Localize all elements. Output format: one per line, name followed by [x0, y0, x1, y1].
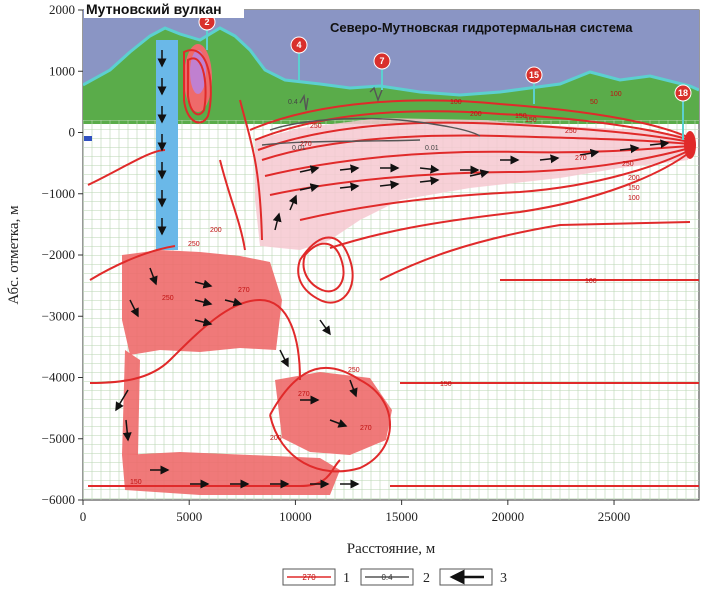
- isotherm-label: 150: [440, 381, 452, 388]
- y-tick-label: 0: [69, 125, 76, 140]
- isotherm-label: 270: [238, 287, 250, 294]
- y-tick-label: −6000: [42, 492, 75, 507]
- isotherm-label: 100: [450, 99, 462, 106]
- pressure-label: 0.01: [292, 145, 306, 152]
- isotherm-label: 150: [515, 113, 527, 120]
- legend: 270 1 0.4 2 3: [282, 568, 507, 586]
- well-label: 18: [678, 88, 688, 98]
- pressure-label: 0.4: [288, 99, 298, 106]
- well-label: 4: [296, 40, 301, 50]
- isotherm-label: 250: [348, 367, 360, 374]
- isotherm-label: 270: [575, 155, 587, 162]
- isotherm-label: 270: [298, 391, 310, 398]
- isotherm-label: 250: [162, 295, 174, 302]
- x-tick-label: 10000: [279, 509, 312, 524]
- well-marker: 18: [674, 84, 692, 140]
- isotherm-label: 150: [130, 479, 142, 486]
- isotherms: [87, 49, 699, 487]
- discharge-zone: [684, 131, 696, 159]
- y-tick-label: −5000: [42, 431, 75, 446]
- title-right: Северо-Мутновская гидротермальная систем…: [330, 20, 633, 35]
- well-marker: 15: [525, 66, 543, 104]
- isotherm-label: 150: [628, 185, 640, 192]
- title-left-box: [84, 0, 244, 18]
- isotherm-label: 250: [188, 241, 200, 248]
- pressure-contours: [261, 86, 481, 146]
- well-marker: 7: [373, 52, 391, 90]
- title-left: Мутновский вулкан: [86, 1, 222, 17]
- isotherm-label: 250: [310, 123, 322, 130]
- magma-conduit: [156, 40, 178, 250]
- pressure-label: 0.01: [425, 145, 439, 152]
- y-tick-label: −2000: [42, 247, 75, 262]
- well-label: 7: [379, 56, 384, 66]
- y-tick-label: −4000: [42, 370, 75, 385]
- left-marker: [84, 136, 92, 141]
- wells: 2 4 7 15 18: [198, 13, 692, 140]
- isotherm-label: 200: [270, 435, 282, 442]
- x-tick-label: 15000: [385, 509, 418, 524]
- hot-zone-connector: [122, 350, 140, 455]
- isotherm-label: 200: [210, 227, 222, 234]
- surface-rim: [83, 26, 699, 97]
- flow-arrows: [115, 50, 670, 489]
- well-label: 2: [204, 17, 209, 27]
- legend-key: 1: [343, 571, 350, 586]
- x-axis: 0 5000 10000 15000 20000 25000: [80, 500, 631, 524]
- y-tick-label: −1000: [42, 186, 75, 201]
- isotherm-labels: 100 150 200 250 270 50 100 150 250 270 2…: [130, 91, 640, 486]
- x-tick-label: 20000: [492, 509, 525, 524]
- isotherm-label: 200: [470, 111, 482, 118]
- isotherm-label: 250: [622, 161, 634, 168]
- isotherm-label: 150: [525, 117, 537, 124]
- isotherm-label: 50: [590, 99, 598, 106]
- isotherm-label: 250: [565, 128, 577, 135]
- isotherm-label: 200: [628, 175, 640, 182]
- hot-zone-lower: [275, 372, 392, 455]
- x-axis-label: Расстояние, м: [347, 541, 436, 557]
- x-tick-label: 5000: [176, 509, 202, 524]
- y-axis-label: Абс. отметка, м: [6, 205, 22, 305]
- vent-core: [190, 50, 206, 94]
- hot-zone-base: [122, 452, 340, 495]
- legend-swatch-text: 0.4: [381, 573, 393, 582]
- isotherm-label: 100: [628, 195, 640, 202]
- x-tick-label: 25000: [598, 509, 631, 524]
- isotherm-label: 270: [300, 141, 312, 148]
- y-tick-label: 2000: [49, 2, 75, 17]
- isotherm-label: 100: [585, 278, 597, 285]
- isotherm-label: 100: [610, 91, 622, 98]
- legend-key: 2: [423, 571, 430, 586]
- legend-swatch-text: 270: [302, 573, 316, 582]
- y-axis: 2000 1000 0 −1000 −2000 −3000 −4000 −5000 −6000: [42, 2, 83, 507]
- y-tick-label: 1000: [49, 63, 75, 78]
- legend-key: 3: [500, 571, 507, 586]
- x-tick-label: 0: [80, 509, 87, 524]
- well-label: 15: [529, 70, 539, 80]
- y-tick-label: −3000: [42, 308, 75, 323]
- isotherm-label: 270: [360, 425, 372, 432]
- well-marker: 4: [290, 36, 308, 80]
- topography-surface: [83, 28, 699, 124]
